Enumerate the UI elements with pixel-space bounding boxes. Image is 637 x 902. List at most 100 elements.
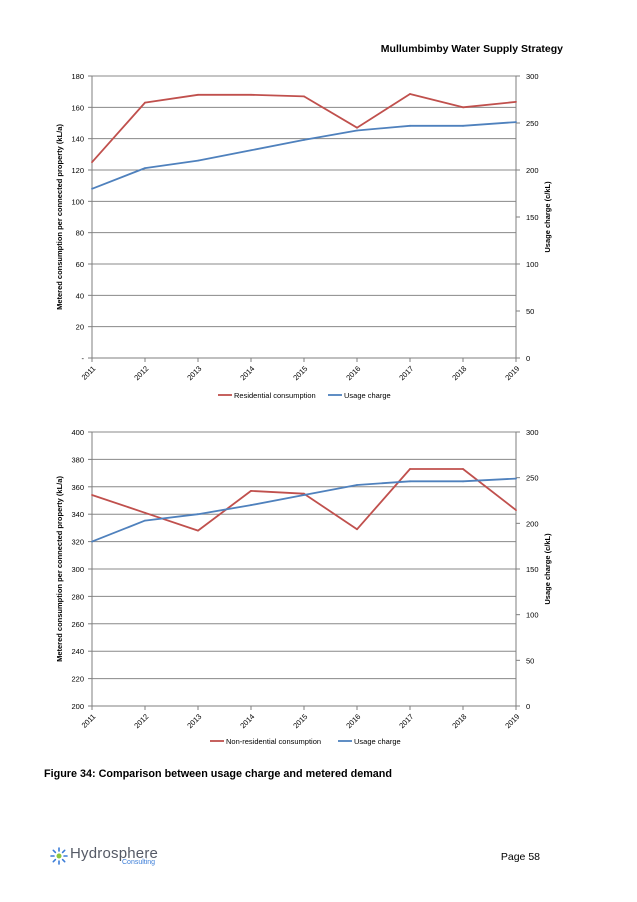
y-axis-title: Metered consumption per connected proper… — [55, 124, 64, 310]
y2-tick-label: 50 — [526, 307, 534, 316]
x-tick-label: 2013 — [185, 712, 203, 730]
logo-wordmark: Hydrosphere — [70, 845, 159, 862]
data-point — [144, 167, 146, 170]
data-point — [462, 480, 464, 483]
residential-consumption-chart: - 20 40 60 80 100 120 140 160 180 0 50 100 150 200 250 3… — [0, 60, 637, 405]
x-tick-label: 2014 — [238, 364, 256, 382]
x-tick-label: 2015 — [291, 364, 309, 382]
figure-caption: Figure 34: Comparison between usage char… — [44, 768, 392, 780]
y-tick-label: 120 — [71, 166, 84, 175]
data-point — [91, 161, 93, 164]
data-point — [144, 511, 146, 514]
data-point — [462, 468, 464, 470]
y-tick-label: 140 — [71, 135, 84, 144]
data-point — [197, 513, 199, 516]
data-point — [197, 93, 199, 96]
data-point — [409, 124, 411, 127]
y-tick-label: 280 — [71, 592, 84, 601]
y2-tick-label: 100 — [526, 611, 539, 620]
non-residential-consumption-chart: 200 220 240 260 280 300 320 340 360 380 400 0 50 100 1… — [0, 418, 637, 758]
x-tick-label: 2014 — [238, 712, 256, 730]
x-tick-label: 2011 — [80, 712, 98, 730]
data-point — [303, 95, 305, 98]
data-point — [303, 139, 305, 141]
x-tick-label: 2019 — [503, 364, 521, 382]
y2-tick-label: 250 — [526, 474, 539, 483]
x-tick-label: 2016 — [344, 364, 362, 382]
y2-tick-label: 150 — [526, 565, 539, 574]
y-tick-label: 260 — [71, 620, 84, 629]
data-point — [462, 124, 464, 127]
data-point — [144, 519, 146, 522]
sun-burst-icon — [50, 847, 68, 865]
y2-tick-label: 0 — [526, 702, 530, 711]
y-tick-label: 360 — [71, 483, 84, 492]
y-tick-label: 60 — [76, 260, 84, 269]
chart-canvas-non-residential: 200 220 240 260 280 300 320 340 360 380 400 0 50 100 1… — [55, 428, 552, 746]
legend-label: Usage charge — [344, 391, 391, 400]
data-point — [250, 93, 252, 96]
data-point — [515, 509, 517, 511]
y-tick-label: 180 — [71, 72, 84, 81]
data-point — [91, 187, 93, 190]
document-header-title: Mullumbimby Water Supply Strategy — [380, 43, 563, 55]
data-point — [250, 490, 252, 492]
data-point — [356, 129, 358, 132]
series-line-consumption — [91, 93, 517, 163]
y2-tick-label: 0 — [526, 354, 530, 363]
data-point — [197, 159, 199, 162]
x-tick-label: 2012 — [132, 364, 150, 382]
x-tick-label: 2015 — [291, 712, 309, 730]
y2-tick-label: 150 — [526, 213, 539, 222]
data-point — [409, 468, 411, 470]
y-tick-label: 80 — [76, 229, 84, 238]
chart-canvas-residential: - 20 40 60 80 100 120 140 160 180 0 50 100 150 200 250 3… — [55, 72, 552, 400]
y-tick-label: 340 — [71, 510, 84, 519]
y2-tick-label: 300 — [526, 428, 539, 437]
x-tick-label: 2018 — [450, 364, 468, 382]
x-tick-label: 2016 — [344, 712, 362, 730]
data-point — [515, 477, 517, 480]
legend-label: Non-residential consumption — [226, 737, 321, 746]
data-point — [356, 484, 358, 486]
y2-tick-label: 200 — [526, 519, 539, 528]
page-number: Page 58 — [500, 851, 540, 863]
data-point — [409, 93, 411, 95]
x-tick-label: 2019 — [503, 712, 521, 730]
data-point — [250, 504, 252, 506]
series-line-usage-charge — [91, 477, 517, 543]
data-point — [197, 529, 199, 532]
y-tick-label: 300 — [71, 565, 84, 574]
data-point — [462, 106, 464, 109]
x-tick-label: 2012 — [132, 712, 150, 730]
data-point — [91, 540, 93, 543]
series-line-consumption — [91, 468, 517, 532]
y2-tick-label: 250 — [526, 119, 539, 128]
x-tick-label: 2013 — [185, 364, 203, 382]
hydrosphere-logo: Hydrosphere Consulting — [50, 845, 170, 867]
y-tick-label: 160 — [71, 103, 84, 112]
y2-tick-label: 300 — [526, 72, 539, 81]
y-tick-label: 40 — [76, 291, 84, 300]
x-tick-label: 2017 — [397, 712, 415, 730]
x-tick-label: 2011 — [80, 364, 98, 382]
y2-axis-title: Usage charge (c/kL) — [543, 533, 552, 605]
legend-label: Residential consumption — [234, 391, 316, 400]
legend-label: Usage charge — [354, 737, 401, 746]
y-axis-title: Metered consumption per connected proper… — [55, 476, 64, 662]
data-point — [91, 494, 93, 496]
data-point — [409, 480, 411, 483]
x-tick-label: 2017 — [397, 364, 415, 382]
y2-axis-title: Usage charge (c/kL) — [543, 181, 552, 253]
y-tick-label: 320 — [71, 538, 84, 547]
data-point — [144, 101, 146, 104]
y-tick-label: - — [82, 354, 85, 363]
data-point — [515, 121, 517, 123]
y-tick-label: 240 — [71, 647, 84, 656]
y-tick-label: 200 — [71, 702, 84, 711]
y-tick-label: 220 — [71, 675, 84, 684]
data-point — [250, 149, 252, 152]
series-line-usage-charge — [91, 121, 517, 190]
data-point — [356, 528, 358, 531]
y-tick-label: 20 — [76, 323, 84, 332]
